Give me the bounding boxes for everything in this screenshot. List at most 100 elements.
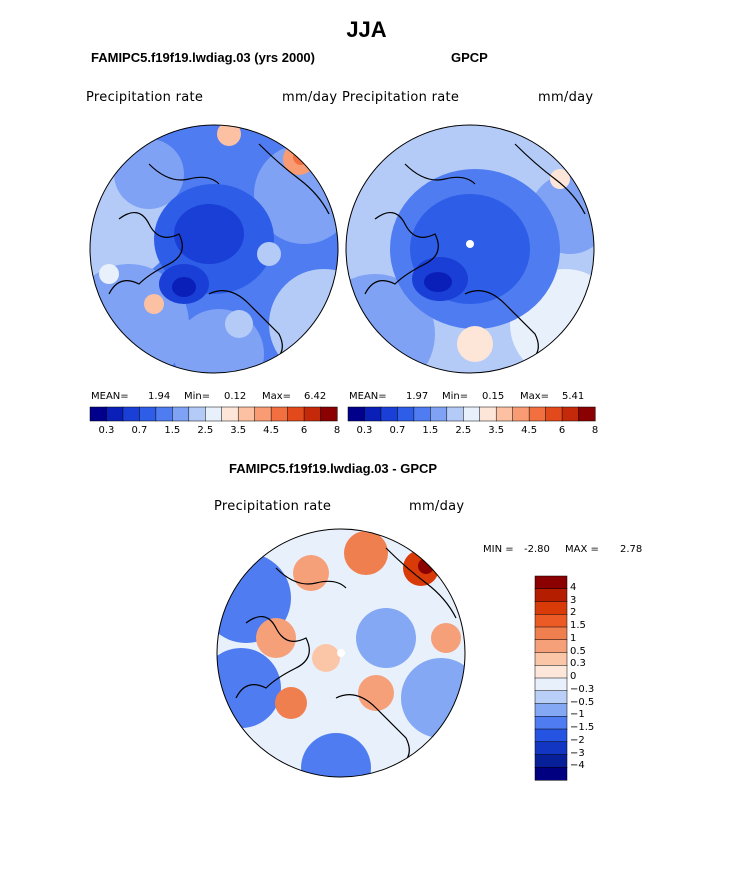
diff-max: 2.78 bbox=[620, 544, 643, 555]
colorbar-swatch bbox=[397, 406, 415, 422]
panel2-mean-label: MEAN= bbox=[349, 391, 387, 402]
panel2-min: 0.15 bbox=[482, 391, 505, 402]
panel2-subtitle: GPCP bbox=[451, 50, 488, 65]
colorbar-tick-label: 4.5 bbox=[521, 425, 538, 436]
panel1-label: Precipitation rate bbox=[86, 90, 204, 105]
colorbar-swatch bbox=[495, 406, 514, 422]
diff-colorbar-swatch bbox=[534, 741, 568, 756]
colorbar-model bbox=[89, 406, 338, 422]
figure-title: JJA bbox=[346, 17, 387, 42]
colorbar-swatch bbox=[254, 406, 272, 422]
panel1-max-label: Max= bbox=[262, 391, 292, 402]
colorbar-swatch bbox=[528, 406, 547, 422]
colorbar-swatch bbox=[320, 406, 338, 422]
colorbar-swatch bbox=[172, 406, 190, 422]
diff-max-label: MAX = bbox=[565, 544, 599, 555]
colorbar-tick-label: 8 bbox=[591, 425, 599, 436]
panel2-min-label: Min= bbox=[442, 391, 469, 402]
colorbar-tick-label: 3.5 bbox=[488, 425, 505, 436]
colorbar-difference bbox=[534, 575, 568, 781]
colorbar-swatch bbox=[512, 406, 530, 422]
panel1-units: mm/day bbox=[282, 90, 338, 105]
diff-colorbar-tick-label: −0.3 bbox=[570, 683, 595, 695]
colorbar-swatch bbox=[364, 406, 382, 422]
diff-colorbar-tick-label: −0.5 bbox=[570, 696, 595, 708]
panel2-label: Precipitation rate bbox=[342, 90, 460, 105]
diff-units: mm/day bbox=[409, 499, 465, 514]
diff-colorbar-swatch bbox=[534, 716, 568, 730]
diff-colorbar-tick-label: 0.3 bbox=[570, 658, 586, 670]
diff-colorbar-swatch bbox=[534, 588, 568, 603]
panel1-min-label: Min= bbox=[184, 391, 211, 402]
map-model bbox=[89, 124, 339, 374]
colorbar-swatch bbox=[139, 406, 157, 422]
colorbar-tick-label: 2.5 bbox=[197, 425, 214, 436]
panel2-max-label: Max= bbox=[520, 391, 550, 402]
colorbar-swatch bbox=[89, 406, 108, 422]
colorbar-swatch bbox=[221, 406, 239, 422]
diff-label: Precipitation rate bbox=[214, 499, 332, 514]
colorbar-tick-label: 0.3 bbox=[98, 425, 115, 436]
diff-colorbar-tick-label: 1.5 bbox=[570, 620, 586, 631]
diff-colorbar-swatch bbox=[534, 767, 568, 781]
panel1-mean-label: MEAN= bbox=[91, 391, 129, 402]
colorbar-tick-label: 0.3 bbox=[356, 425, 373, 436]
colorbar-swatch bbox=[545, 406, 563, 422]
colorbar-tick-label: 6 bbox=[300, 425, 308, 436]
diff-colorbar-tick-label: −2 bbox=[570, 734, 585, 746]
diff-colorbar-tick-label: 0 bbox=[570, 671, 577, 682]
map-gpcp bbox=[345, 124, 595, 374]
panel1-mean: 1.94 bbox=[148, 391, 171, 402]
map-difference bbox=[216, 528, 466, 778]
panel2-max: 5.41 bbox=[562, 391, 585, 402]
diff-min: -2.80 bbox=[524, 544, 550, 555]
colorbar-swatch bbox=[479, 406, 497, 422]
colorbar-swatch bbox=[413, 406, 431, 422]
colorbar-swatch bbox=[270, 406, 289, 422]
diff-colorbar-swatch bbox=[534, 728, 568, 743]
diff-colorbar-swatch bbox=[534, 754, 568, 768]
colorbar-swatch bbox=[561, 406, 580, 422]
colorbar-tick-label: 0.7 bbox=[131, 425, 148, 436]
diff-colorbar-tick-label: 4 bbox=[570, 581, 577, 593]
panel1-max: 6.42 bbox=[304, 391, 327, 402]
diff-colorbar-swatch bbox=[534, 626, 568, 641]
colorbar-swatch bbox=[188, 406, 206, 422]
diff-colorbar-swatch bbox=[534, 677, 568, 692]
diff-colorbar-tick-label: −1 bbox=[570, 709, 585, 721]
colorbar-swatch bbox=[380, 406, 398, 422]
diff-colorbar-swatch bbox=[534, 652, 568, 666]
colorbar-swatch bbox=[205, 406, 223, 422]
colorbar-tick-label: 4.5 bbox=[263, 425, 280, 436]
colorbar-tick-label: 8 bbox=[333, 425, 341, 436]
colorbar-swatch bbox=[578, 406, 596, 422]
diff-colorbar-swatch bbox=[534, 703, 568, 717]
panel1-subtitle: FAMIPC5.f19f19.lwdiag.03 (yrs 2000) bbox=[91, 50, 315, 65]
diff-colorbar-swatch bbox=[534, 601, 568, 615]
colorbar-swatch bbox=[347, 406, 366, 422]
colorbar-tick-label: 0.7 bbox=[389, 425, 406, 436]
diff-colorbar-swatch bbox=[534, 639, 568, 654]
colorbar-swatch bbox=[430, 406, 448, 422]
colorbar-swatch bbox=[106, 406, 124, 422]
colorbar-swatch bbox=[237, 406, 256, 422]
diff-colorbar-tick-label: 2 bbox=[570, 607, 577, 619]
diff-colorbar-tick-label: −1.5 bbox=[570, 722, 595, 733]
diff-colorbar-swatch bbox=[534, 575, 568, 590]
diff-colorbar-tick-label: 3 bbox=[570, 594, 577, 606]
colorbar-swatch bbox=[303, 406, 322, 422]
colorbar-swatch bbox=[155, 406, 173, 422]
panel1-min: 0.12 bbox=[224, 391, 247, 402]
colorbar-tick-label: 2.5 bbox=[455, 425, 472, 436]
diff-colorbar-swatch bbox=[534, 690, 568, 705]
colorbar-swatch bbox=[122, 406, 140, 422]
diff-colorbar-tick-label: 1 bbox=[570, 632, 577, 644]
colorbar-tick-label: 3.5 bbox=[230, 425, 247, 436]
panel2-mean: 1.97 bbox=[406, 391, 429, 402]
panel2-units: mm/day bbox=[538, 90, 594, 105]
colorbar-tick-label: 1.5 bbox=[422, 425, 439, 436]
colorbar-swatch bbox=[463, 406, 481, 422]
colorbar-tick-label: 6 bbox=[558, 425, 566, 436]
colorbar-swatch bbox=[287, 406, 305, 422]
colorbar-gpcp bbox=[347, 406, 596, 422]
